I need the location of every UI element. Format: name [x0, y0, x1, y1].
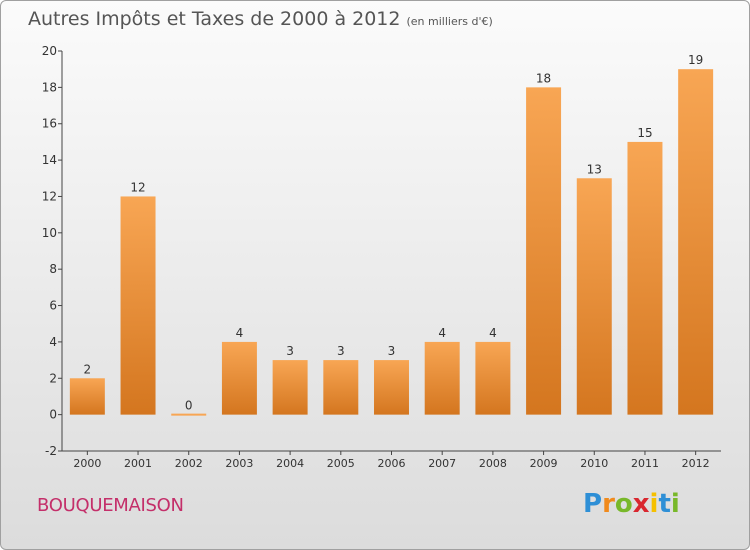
bar: [678, 69, 714, 415]
y-tick-label: -2: [45, 444, 57, 458]
y-tick-label: 10: [42, 226, 57, 240]
y-tick-label: 6: [49, 299, 57, 313]
bar-value-label: 3: [337, 344, 345, 358]
x-tick-label: 2012: [682, 457, 710, 470]
y-tick-label: 18: [42, 80, 57, 94]
logo-letter: t: [658, 489, 671, 519]
bar-value-label: 0: [185, 399, 193, 413]
x-tick-label: 2010: [580, 457, 608, 470]
bar-value-label: 12: [130, 180, 145, 194]
bar: [272, 360, 308, 415]
x-tick-label: 2006: [378, 457, 406, 470]
chart-title: Autres Impôts et Taxes de 2000 à 2012 (en…: [28, 8, 493, 30]
bar-value-label: 4: [236, 326, 244, 340]
bar: [323, 360, 359, 415]
logo-letter: i: [670, 489, 680, 519]
x-tick-label: 2000: [73, 457, 101, 470]
chart-title-text: Autres Impôts et Taxes de 2000 à 2012: [28, 8, 401, 30]
bar-value-label: 15: [637, 126, 652, 140]
bar-value-label: 4: [489, 326, 497, 340]
logo-letter: o: [614, 489, 633, 519]
x-tick-label: 2011: [631, 457, 659, 470]
y-tick-label: 4: [49, 335, 57, 349]
y-tick-label: 2: [49, 371, 57, 385]
bar-value-label: 4: [438, 326, 446, 340]
x-tick-label: 2004: [276, 457, 304, 470]
logo-letter: x: [632, 489, 650, 519]
bar-value-label: 13: [587, 162, 602, 176]
y-tick-label: 14: [42, 153, 57, 167]
bar: [171, 413, 207, 416]
bar-value-label: 3: [388, 344, 396, 358]
bar-value-label: 2: [84, 362, 92, 376]
bar: [576, 178, 612, 415]
x-tick-label: 2002: [175, 457, 203, 470]
bars: [69, 69, 714, 416]
logo-letter: P: [583, 489, 603, 519]
bar: [120, 196, 156, 415]
bar: [526, 87, 562, 415]
logo-letter: i: [649, 489, 659, 519]
bar: [475, 341, 511, 415]
y-tick-label: 8: [49, 262, 57, 276]
bar-value-label: 18: [536, 71, 551, 85]
x-tick-label: 2001: [124, 457, 152, 470]
x-tick-label: 2005: [327, 457, 355, 470]
bar: [69, 378, 105, 415]
x-tick-label: 2009: [530, 457, 558, 470]
x-tick-label: 2007: [428, 457, 456, 470]
x-tick-label: 2008: [479, 457, 507, 470]
y-tick-label: 20: [42, 44, 57, 58]
proxiti-logo: Proxiti: [583, 489, 680, 519]
y-tick-label: 12: [42, 189, 57, 203]
chart-unit: (en milliers d'€): [406, 15, 493, 28]
bar-value-label: 3: [286, 344, 294, 358]
x-tick-label: 2003: [225, 457, 253, 470]
bar: [374, 360, 409, 415]
y-tick-label: 0: [49, 408, 57, 422]
bar: [424, 341, 460, 415]
bar-value-label: 19: [688, 53, 703, 67]
bar: [627, 141, 663, 415]
logo-letter: r: [602, 489, 615, 519]
commune-name: BOUQUEMAISON: [37, 495, 184, 516]
value-labels: 2 12 0 4 3 3 3 4 4 18 13 15 19: [84, 53, 704, 412]
bar: [221, 341, 257, 415]
y-tick-label: 16: [42, 117, 57, 131]
